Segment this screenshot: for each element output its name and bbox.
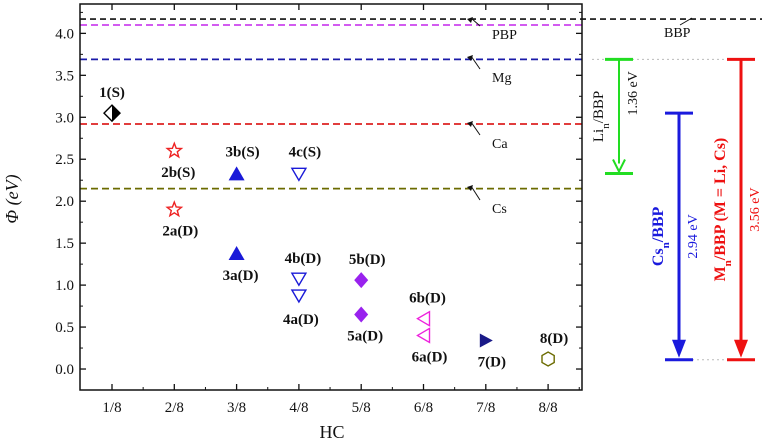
pointer-mg (470, 55, 481, 70)
plot-frame (79, 3, 583, 391)
y-tick-label: 3.5 (55, 68, 74, 84)
energy-bar-value: 3.56 eV (748, 187, 763, 231)
marker-2ad (165, 200, 184, 218)
energy-bar-arrowhead (672, 339, 686, 358)
plot-border (79, 3, 583, 391)
pointer-ca (470, 121, 481, 136)
marker-1s-fill (112, 105, 120, 122)
point-label: 6b(D) (409, 291, 446, 307)
x-tick-label: 1/8 (102, 400, 121, 416)
x-tick-label: 6/8 (414, 400, 433, 416)
point-label: 6a(D) (412, 349, 448, 365)
marker-3bs (228, 166, 245, 181)
reference-label-pbp: PBP (492, 28, 517, 43)
y-tick-label: 0.0 (55, 362, 74, 378)
y-tick-label: 1.5 (55, 236, 74, 252)
reference-label-cs: Cs (492, 202, 507, 217)
x-tick-label: 7/8 (476, 400, 495, 416)
reference-label-bbp: BBP (664, 26, 691, 41)
marker-7d (479, 333, 493, 348)
pointer-bbp (679, 17, 693, 26)
y-axis-title: Φ (eV) (2, 174, 23, 223)
marker-5ad (354, 306, 369, 323)
y-tick-label: 0.5 (55, 320, 74, 336)
marker-8d (541, 351, 555, 367)
marker-2bs (165, 141, 184, 159)
point-label: 2a(D) (162, 224, 198, 240)
x-tick-label: 4/8 (289, 400, 308, 416)
reference-label-ca: Ca (492, 137, 508, 152)
y-tick-label: 2.5 (55, 152, 74, 168)
y-tick-label: 1.0 (55, 278, 74, 294)
point-label: 5a(D) (347, 328, 383, 344)
pointer-head (467, 185, 473, 191)
point-label: 4b(D) (285, 251, 322, 267)
x-tick-label: 3/8 (227, 400, 246, 416)
energy-bar-value: 2.94 eV (686, 214, 701, 258)
energy-bar-arrowhead (734, 339, 748, 358)
energy-bar-m: Mn/BBP (M = Li, Cs) 3.56 eV (712, 57, 763, 362)
marker-4cs (290, 167, 308, 182)
marker-3ad (228, 246, 245, 261)
energy-bar-cs: Csn/BBP 2.94 eV (650, 111, 701, 362)
point-label: 1(S) (99, 85, 125, 101)
marker-6ad (416, 327, 431, 344)
reference-label-mg: Mg (492, 71, 511, 86)
point-label: 2b(S) (161, 165, 195, 181)
y-tick-label: 2.0 (55, 194, 74, 210)
y-tick-label: 4.0 (55, 26, 74, 42)
data-points: 1(S) 2b(S) 2a(D) 3b(S) 3a(D) 4c(S) 4b(D) 4a(D) 5… (99, 85, 568, 370)
energy-bar-arrowhead (612, 159, 626, 174)
x-axis-title: HC (319, 422, 344, 442)
marker-4ad (290, 289, 308, 304)
watermark: 知乎 @元素魔方科研服务 (566, 399, 745, 417)
energy-bar-formula: Lin/BBP (591, 91, 612, 142)
point-label: 3b(S) (226, 144, 260, 160)
reference-line-labels: BBP PBP Mg Ca Cs (467, 17, 693, 217)
point-label: 3a(D) (223, 268, 259, 284)
energy-bar-li: Lin/BBP 1.36 eV (591, 57, 641, 176)
x-tick-label: 2/8 (165, 400, 184, 416)
energy-bar-formula: Mn/BBP (M = Li, Cs) (712, 138, 734, 282)
pointer-cs (470, 185, 481, 201)
marker-5bd (354, 272, 369, 289)
point-label: 7(D) (478, 354, 506, 370)
energy-bar-value: 1.36 eV (626, 71, 641, 115)
point-label: 8(D) (540, 331, 568, 347)
pointer-head (467, 55, 473, 61)
pointer-pbp (470, 17, 481, 27)
energy-bars: Lin/BBP 1.36 eV Csn/BBP 2.94 eV Mn/BBP (M = … (591, 57, 763, 362)
reference-lines (80, 18, 762, 190)
point-label: 4a(D) (283, 312, 319, 328)
x-tick-label: 5/8 (352, 400, 371, 416)
point-label: 5b(D) (349, 252, 386, 268)
marker-4bd (290, 272, 308, 287)
y-tick-label: 3.0 (55, 110, 74, 126)
x-axis-ticks: 1/8 2/8 3/8 4/8 5/8 6/8 7/8 8/8 (102, 4, 580, 416)
point-label: 4c(S) (289, 144, 322, 160)
marker-6bd (416, 310, 431, 327)
pointer-head (467, 121, 473, 127)
y-axis-ticks: 0.0 0.5 1.0 1.5 2.0 2.5 3.0 3.5 4.0 (55, 11, 582, 378)
energy-bar-formula: Csn/BBP (650, 206, 672, 266)
x-tick-label: 8/8 (539, 400, 558, 416)
pointer-head (467, 17, 473, 23)
